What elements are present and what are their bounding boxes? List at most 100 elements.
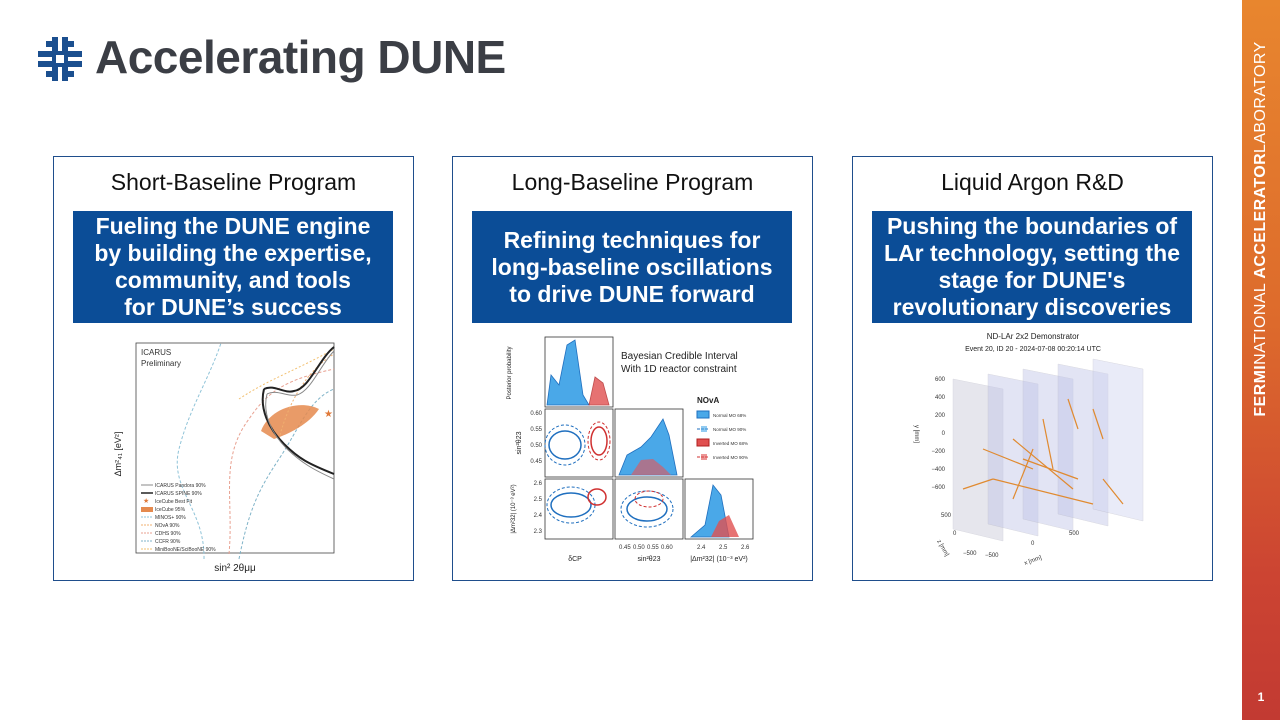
legend-item: IceCube 95% [155, 507, 186, 513]
legend-item: MiniBooNE/SciBooNE 90% [155, 547, 216, 553]
icarus-pandora-curve [265, 350, 335, 480]
xtick-label: 0 [1031, 541, 1035, 547]
corner-xlabel-dm: |Δm²32| (10⁻³ eV²) [690, 556, 748, 563]
contour-dm-inverted-68 [587, 488, 607, 506]
legend-item: Normal MO 90% [713, 427, 746, 432]
sidebar-fermi: FERMI [1252, 364, 1269, 417]
corner-ylabel-dm: |Δm²32| (10⁻³ eV²) [511, 484, 517, 533]
ytick-label: 400 [935, 395, 946, 401]
plot-xlabel: sin² 2θμμ [214, 563, 256, 574]
legend-item: CDHS 90% [155, 531, 181, 537]
sterile-neutrino-exclusion-plot: ICARUS Preliminary ★ ICARUS Pandora 90% … [113, 342, 335, 574]
xtick-label: 2.6 [741, 545, 750, 551]
posterior-th23-inverted [631, 459, 671, 475]
corner-xlabel-th23: sin²θ23 [638, 556, 661, 563]
panel-title: Liquid Argon R&D [941, 169, 1124, 195]
corner-ylabel-posterior: Posterior probability [507, 346, 513, 399]
corner-ylabel-th23: sin²θ23 [516, 431, 523, 454]
posterior-dcp-inverted [588, 376, 610, 406]
contour-normal-90 [544, 424, 586, 466]
plot-label-icarus: ICARUS [141, 348, 171, 357]
page-title: Accelerating DUNE [95, 31, 506, 83]
minos-curve [176, 342, 222, 560]
event-xticks: −500 0 500 [985, 531, 1080, 559]
corner-frame-th23-dcp [544, 408, 614, 478]
corner-yticks-th23: 0.60 0.55 0.50 0.45 [530, 411, 542, 465]
ztick-label: 0 [953, 531, 957, 537]
ztick-label: −500 [963, 551, 977, 557]
ytick-label: 600 [935, 377, 946, 383]
ytick-label: 0.60 [530, 411, 542, 417]
xtick-label: 0.55 [647, 545, 659, 551]
corner-yticks-dm: 2.6 2.5 2.4 2.3 [534, 481, 543, 535]
contour-dm-th23-normal-90 [620, 490, 674, 528]
legend-item: Inverted MO 68% [713, 441, 748, 446]
plot-legend: ICARUS Pandora 90% ICARUS SPINE 90% ★ Ice… [141, 483, 216, 553]
ytick-label: −200 [931, 449, 945, 455]
panel-description: Pushing the boundaries of LAr technology… [883, 213, 1181, 320]
panel-title: Short-Baseline Program [110, 169, 357, 195]
posterior-th23-normal [618, 418, 678, 476]
corner-legend: Normal MO 68% Normal MO 90% Inverted MO … [696, 410, 748, 460]
bayesian-corner-plot: Bayesian Credible Interval With 1D react… [507, 336, 754, 563]
ytick-label: 200 [935, 413, 946, 419]
corner-xlabel-dcp: δCP [568, 556, 582, 563]
cdhs-curve [228, 368, 335, 555]
panel-description-box: Refining techniques for long-baseline os… [472, 211, 792, 323]
posterior-dm-inverted [711, 515, 739, 537]
plot-frame [135, 342, 335, 554]
xtick-label: 500 [1069, 531, 1080, 537]
plot-label-preliminary: Preliminary [141, 359, 181, 368]
page-number: 1 [1257, 690, 1265, 704]
particle-tracks [962, 398, 1124, 505]
event-xlabel: x [mm] [1024, 555, 1043, 567]
panel-description: Fueling the DUNE engine by building the … [94, 213, 372, 320]
panel-description-box: Fueling the DUNE engine by building the … [73, 211, 393, 323]
panel-description-box: Pushing the boundaries of LAr technology… [872, 211, 1192, 323]
legend-item: ICARUS Pandora 90% [155, 483, 206, 489]
xtick-label: 0.60 [661, 545, 673, 551]
xtick-label: −500 [985, 553, 999, 559]
ztick-label: 500 [941, 513, 952, 519]
sidebar-lab-name: FERMINATIONAL ACCELERATORLABORATORY [1252, 41, 1270, 416]
ytick-label: −600 [931, 485, 945, 491]
contour-inverted-90 [587, 421, 611, 461]
contour-dm-normal-68 [550, 492, 592, 518]
ytick-label: 2.3 [534, 529, 543, 535]
panel-short-baseline: Short-Baseline Program Fueling the DUNE … [53, 156, 414, 581]
legend-item: NOvA 90% [155, 523, 180, 529]
ytick-label: −400 [931, 467, 945, 473]
contour-normal-68 [548, 430, 582, 460]
panel-long-baseline: Long-Baseline Program Refining technique… [452, 156, 813, 581]
corner-xticks-th23: 0.45 0.50 0.55 0.60 [619, 545, 673, 551]
icecube-region [261, 405, 319, 439]
ytick-label: 0.55 [530, 427, 542, 433]
ytick-label: 0.50 [530, 443, 542, 449]
panel-liquid-argon: Liquid Argon R&D Pushing the boundaries … [852, 156, 1213, 581]
corner-heading-1: Bayesian Credible Interval [621, 351, 738, 362]
xtick-label: 0.50 [633, 545, 645, 551]
corner-frame-dm-th23 [614, 478, 684, 540]
xtick-label: 0.45 [619, 545, 631, 551]
corner-frame-dm-dcp [544, 478, 614, 540]
panel-description: Refining techniques for long-baseline os… [491, 226, 773, 307]
legend-item: MINOS+ 90% [155, 515, 186, 521]
sidebar-laboratory: LABORATORY [1252, 41, 1269, 153]
legend-item: IceCube Best Fit [155, 499, 193, 505]
corner-legend-title: NOvA [697, 396, 719, 405]
posterior-dcp-normal [546, 339, 590, 406]
sidebar-national: NATIONAL [1252, 278, 1269, 365]
sidebar-band [1242, 0, 1280, 720]
plot-ylabel: Δm²₄₁ [eV²] [113, 432, 123, 477]
detector-planes [952, 358, 1144, 542]
fermilab-logo-icon [38, 37, 82, 81]
ytick-label: 0.45 [530, 459, 542, 465]
event-ylabel: y [mm] [913, 425, 919, 443]
ytick-label: 2.4 [534, 513, 543, 519]
contour-inverted-68 [590, 426, 608, 456]
icecube-bestfit-star: ★ [324, 409, 333, 420]
panel-title: Long-Baseline Program [511, 169, 754, 195]
xtick-label: 2.4 [697, 545, 706, 551]
miniboone-curve [238, 348, 335, 400]
event-zlabel: z [mm] [935, 539, 949, 558]
